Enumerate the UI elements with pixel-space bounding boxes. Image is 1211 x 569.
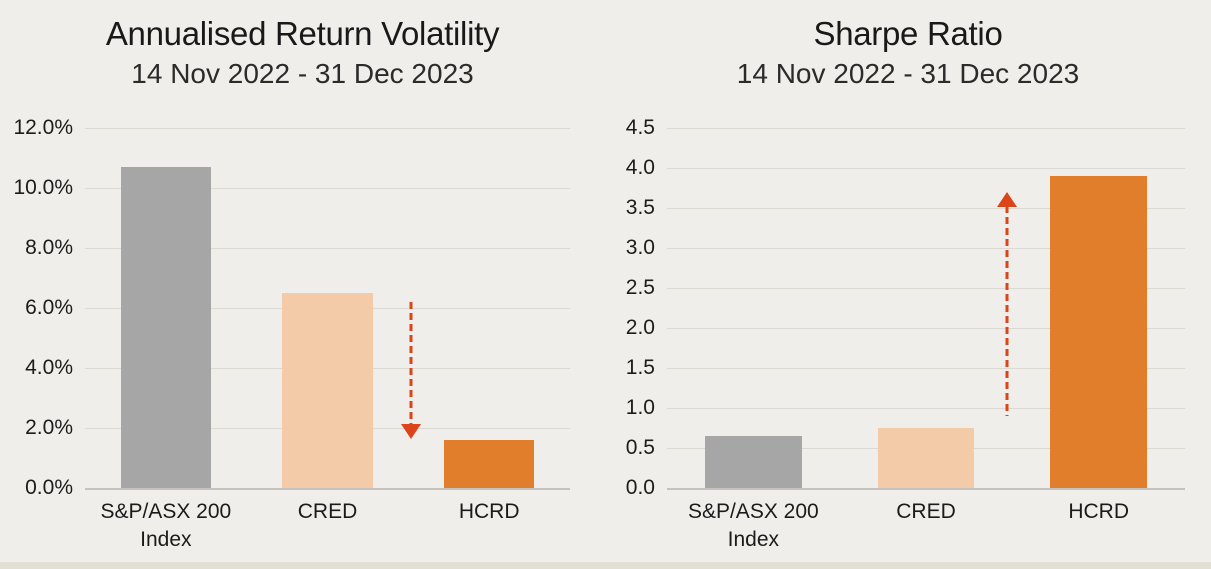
bar-slot	[85, 128, 247, 488]
bar-slot	[247, 128, 409, 488]
x-axis: S&P/ASX 200 Index CRED HCRD	[85, 498, 570, 554]
y-axis-tick-label: 2.5	[625, 276, 655, 299]
gridline	[85, 247, 570, 249]
bar-slot	[840, 128, 1013, 488]
sharpe-chart: Sharpe Ratio 14 Nov 2022 - 31 Dec 2023 0…	[605, 0, 1211, 569]
chart-title: Annualised Return Volatility	[105, 15, 500, 52]
y-axis-tick-label: 0.0	[625, 476, 655, 499]
gridline	[85, 187, 570, 189]
volatility-chart: Annualised Return Volatility 14 Nov 2022…	[0, 0, 605, 569]
bar-cred	[282, 293, 373, 488]
x-axis-category-label: CRED	[297, 500, 358, 523]
y-axis-tick-label: 1.0	[625, 396, 655, 419]
plot-area	[667, 127, 1185, 490]
y-axis-tick-label: 2.0%	[25, 416, 73, 439]
chart-subtitle: 14 Nov 2022 - 31 Dec 2023	[736, 58, 1080, 89]
chart-title: Sharpe Ratio	[813, 15, 1003, 52]
volatility-decrease-arrow-icon	[400, 302, 422, 439]
y-axis-tick-label: 1.5	[625, 356, 655, 379]
bar-slot	[667, 128, 840, 488]
y-axis-tick-label: 2.0	[625, 316, 655, 339]
x-axis: S&P/ASX 200 Index CRED HCRD	[667, 498, 1185, 554]
bar-hcrd	[1050, 176, 1148, 488]
arrow-dashed-line	[1005, 206, 1009, 416]
arrow-head-down	[400, 423, 421, 439]
bar-series	[85, 128, 570, 488]
y-axis-tick-label: 8.0%	[25, 236, 73, 259]
x-axis-category-label: S&P/ASX 200 Index	[100, 500, 232, 551]
bar-slot	[1012, 128, 1185, 488]
bar-cred	[877, 428, 975, 488]
y-axis: 0.0 0.5 1.0 1.5 2.0 2.5 3.0 3.5 4.0 4.5	[605, 116, 655, 499]
x-axis-category-label: CRED	[896, 500, 956, 523]
gridline	[667, 287, 1185, 289]
bar-series	[667, 128, 1185, 488]
bar-hcrd	[443, 440, 535, 488]
y-axis-tick-label: 4.0	[625, 156, 655, 179]
bar-slot	[408, 128, 570, 488]
arrow-dashed-line	[409, 302, 413, 425]
sharpe-increase-arrow-icon	[996, 192, 1018, 416]
y-axis-tick-label: 12.0%	[13, 116, 73, 139]
x-axis-category-label: HCRD	[1068, 500, 1130, 523]
x-axis-category-label: S&P/ASX 200 Index	[687, 500, 819, 551]
gridline	[667, 167, 1185, 169]
y-axis-tick-label: 10.0%	[13, 176, 73, 199]
y-axis-tick-label: 4.5	[625, 116, 655, 139]
plot-area	[85, 127, 570, 490]
x-axis-category-label: HCRD	[458, 500, 520, 523]
y-axis-tick-label: 0.5	[625, 436, 655, 459]
bar-s-p-asx-200-index	[704, 436, 802, 488]
y-axis: 0.0% 2.0% 4.0% 6.0% 8.0% 10.0% 12.0%	[0, 116, 73, 499]
y-axis-tick-label: 0.0%	[25, 476, 73, 499]
gridline	[85, 127, 570, 129]
chart-subtitle: 14 Nov 2022 - 31 Dec 2023	[131, 58, 474, 89]
y-axis-tick-label: 3.5	[625, 196, 655, 219]
y-axis-tick-label: 6.0%	[25, 296, 73, 319]
gridline	[667, 407, 1185, 409]
gridline	[667, 367, 1185, 369]
bottom-strip	[0, 562, 1211, 569]
arrow-head-up	[996, 192, 1017, 207]
bar-s-p-asx-200-index	[120, 167, 212, 488]
gridline	[667, 127, 1185, 129]
y-axis-tick-label: 3.0	[625, 236, 655, 259]
gridline	[667, 247, 1185, 249]
gridline	[667, 327, 1185, 329]
y-axis-tick-label: 4.0%	[25, 356, 73, 379]
gridline	[667, 207, 1185, 209]
